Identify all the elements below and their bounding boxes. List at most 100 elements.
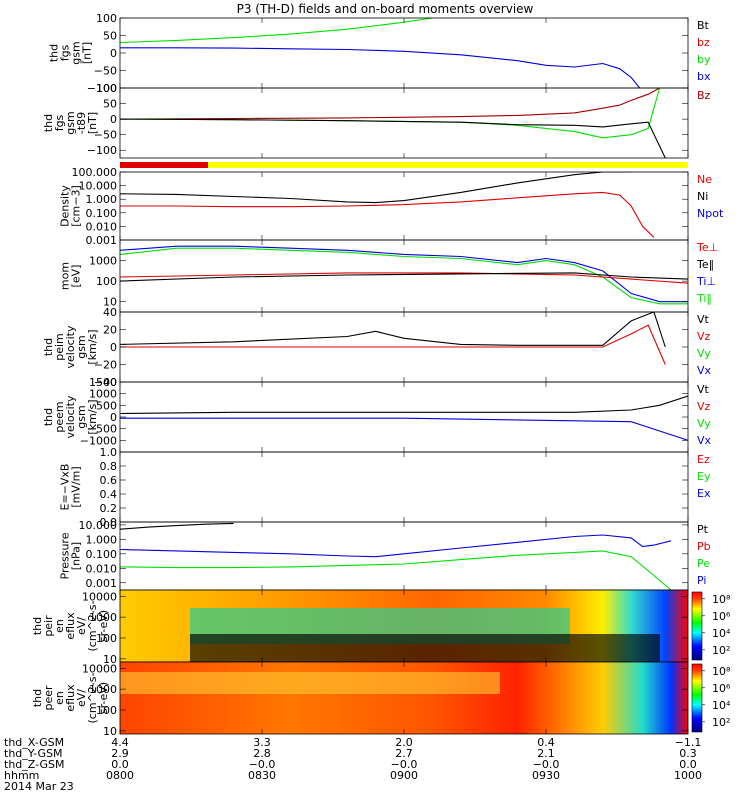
ephemeris-value: 2.9 [111,747,129,760]
y-tick-label: 1000 [89,255,117,268]
legend-vz: Vz [697,330,711,343]
y-axis-label: peim [53,333,66,361]
ephemeris-value: 3.3 [253,736,271,749]
y-tick-label: 20 [103,324,117,337]
legend-bt: Bt [697,19,710,32]
date-label: 2014 Mar 23 [4,780,74,793]
y-tick-label: 1000 [89,611,117,624]
y-tick-label: 100 [96,704,117,717]
legend-ez: Ez [697,453,710,466]
y-tick-label: −40 [94,376,117,389]
legend-npot: Npot [697,207,724,220]
y-tick-label: 0.010 [86,562,118,575]
time-tick-label: 0900 [390,769,418,782]
y-axis-label: eV/ [75,689,88,707]
y-tick-label: 0 [110,341,117,354]
legend-pt: Pt [697,523,709,536]
y-tick-label: 0.100 [86,548,118,561]
y-axis-label: gsm [75,405,88,428]
y-tick-label: −50 [94,65,117,78]
y-axis-label: [nT] [81,42,94,64]
y-tick-label: 10000 [82,662,117,675]
colorbar-tick-label: 10² [712,716,730,729]
series-bz-black [120,118,666,158]
legend-bx: bx [697,70,711,83]
y-axis-label: E=−VxB [59,464,72,511]
y-tick-label: 10 [103,725,117,738]
time-tick-label: 1000 [674,769,702,782]
y-tick-label: 0.100 [86,207,118,220]
heatmap-dark-band [190,634,660,662]
y-tick-label: −100 [87,144,117,157]
y-axis-label: thd [48,44,61,62]
y-axis-label: fgs [53,114,66,131]
y-tick-label: 50 [103,30,117,43]
panel-frame [119,87,689,159]
y-axis-label: velocity [64,325,77,368]
ephemeris-value: 0.0 [679,758,697,771]
quality-bar-yellow [208,162,688,168]
plot-title: P3 (TH-D) fields and on-board moments ov… [237,2,534,16]
panel-frame [119,17,689,89]
legend-vz: Vz [697,400,711,413]
y-tick-label: 10 [103,653,117,666]
legend-vt: Vt [697,383,710,396]
y-tick-label: 1.000 [86,193,118,206]
panel-10: 10⁸ 10⁶ 10⁴ 10² 10000 1000 100 10 thdpeereneflux… [31,661,731,738]
panel-frame [119,521,689,591]
ephemeris-value: 2.0 [395,736,413,749]
series-by [120,18,433,44]
series-ti [120,245,688,303]
y-axis-label: gsm [64,111,77,134]
y-tick-label: 1.0 [100,446,118,459]
colorbar-tick-label: 10⁴ [712,627,731,640]
legend-ex: Ex [697,487,711,500]
y-tick-label: 100 [96,12,117,25]
colorbar-tick-label: 10⁶ [712,682,731,695]
colorbar-tick-label: 10⁸ [712,593,731,606]
ephemeris-value: 2.8 [253,747,271,760]
series-ti-green [120,247,688,305]
colorbar-tick-label: 10² [712,644,730,657]
y-axis-label: [nT] [86,112,99,134]
legend-ni: Ni [697,190,708,203]
y-axis-label: [km/s] [86,399,99,434]
series-vx [120,417,688,441]
series-bx [120,47,641,88]
y-axis-label: en [53,619,66,633]
panel-frame [119,451,689,523]
y-tick-label: −100 [87,82,117,95]
y-tick-label: −50 [94,129,117,142]
legend-vy: Vy [697,347,711,360]
colorbar-tick-label: 10⁴ [712,699,731,712]
series-ni [120,172,632,204]
y-tick-label: 50 [103,98,117,111]
y-tick-label: 40 [103,306,117,319]
y-tick-label: 0.001 [86,234,118,247]
ephemeris-value: −0.0 [533,758,560,771]
y-tick-label: 1000 [89,388,117,401]
y-tick-label: 0.001 [86,577,118,590]
ephemeris-row-label: thd_Z-GSM [4,758,64,771]
y-tick-label: −500 [87,423,117,436]
y-axis-label: gsm [75,335,88,358]
panel-4: 1000 100 10 mom[eV] Te⊥ Te‖ Ti⊥ Ti‖ [59,239,718,313]
legend-bz: Bz [697,89,711,102]
y-axis-label: [eV] [70,265,83,288]
legend-ti⊥: Ti⊥ [696,275,716,288]
time-tick-label: 0800 [106,769,134,782]
y-tick-label: 0.4 [100,488,118,501]
y-axis-label: fgs [59,44,72,61]
y-tick-label: 1000 [89,683,117,696]
y-tick-label: 100.000 [72,166,118,179]
y-tick-label: 0.0 [100,516,118,529]
y-axis-label: gsm [70,41,83,64]
y-tick-label: 100 [96,632,117,645]
y-axis-label: eflux [64,612,77,640]
y-tick-label: 10.000 [79,519,118,532]
hhmm-label: hhmm [4,769,39,782]
